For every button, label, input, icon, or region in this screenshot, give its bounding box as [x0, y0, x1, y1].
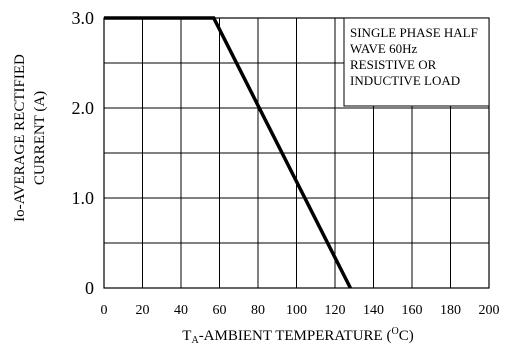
x-tick-label: 80	[251, 303, 265, 318]
x-tick-label: 0	[101, 303, 108, 318]
y-tick-labels: 0 1.0 2.0 3.0	[72, 8, 95, 298]
condition-note-line-3: RESISTIVE OR	[350, 57, 437, 72]
plot-frame	[103, 17, 490, 289]
x-axis-title: TA-AMBIENT TEMPERATURE (OC)	[182, 326, 413, 346]
condition-note-line-4: INDUCTIVE LOAD	[350, 73, 460, 88]
x-tick-label: 160	[402, 303, 423, 318]
y-tick-label: 2.0	[72, 98, 95, 118]
x-tick-label: 40	[174, 303, 188, 318]
derating-curve	[104, 16, 352, 289]
x-tick-labels: 0 20 40 60 80 100 120 140 160 180 200	[101, 303, 500, 318]
condition-note-line-2: WAVE 60Hz	[350, 41, 418, 56]
x-axis-title-superscript: O	[391, 326, 398, 337]
x-axis-title-main: -AMBIENT TEMPERATURE (	[199, 328, 392, 344]
condition-note: SINGLE PHASE HALF WAVE 60Hz RESISTIVE OR…	[343, 17, 490, 107]
x-axis-title-end: C)	[399, 328, 414, 344]
condition-note-box	[343, 17, 490, 107]
y-axis-title-line-1: Io-AVERAGE RECTIFIED	[12, 54, 28, 222]
x-tick-label: 20	[136, 303, 150, 318]
x-tick-label: 180	[440, 303, 461, 318]
x-tick-label: 140	[363, 303, 384, 318]
x-tick-label: 120	[325, 303, 346, 318]
x-tick-label: 100	[286, 303, 307, 318]
y-tick-label: 1.0	[72, 188, 95, 208]
x-tick-label: 200	[479, 303, 500, 318]
x-axis-title-t: T	[182, 328, 191, 344]
x-tick-label: 60	[213, 303, 227, 318]
series-layer	[104, 16, 352, 289]
y-tick-label: 0	[85, 278, 94, 298]
x-axis-title-subscript: A	[191, 335, 199, 346]
condition-note-line-1: SINGLE PHASE HALF	[350, 25, 478, 40]
y-tick-label: 3.0	[72, 8, 95, 28]
y-axis-title-line-2: CURRENT (A)	[32, 91, 48, 185]
